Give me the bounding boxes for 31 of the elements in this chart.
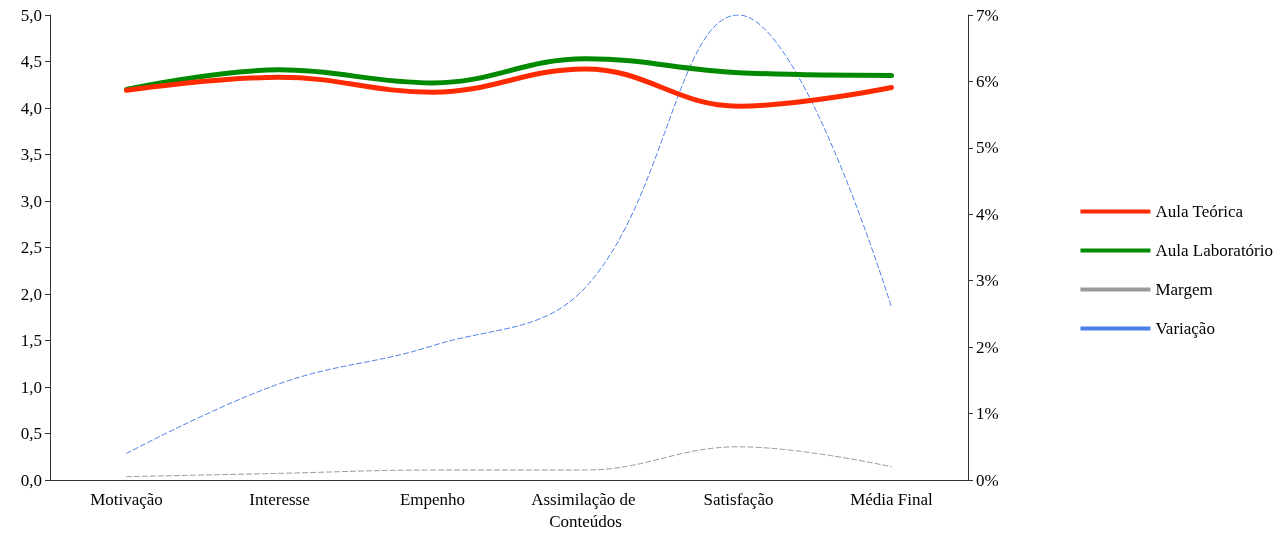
legend-label: Aula Laboratório	[1155, 241, 1274, 260]
y2-tick-label: 2%	[976, 337, 999, 357]
legend-label: Variação	[1155, 319, 1215, 338]
legend-label: Margem	[1155, 280, 1213, 299]
y-tick-label: 0,5	[20, 424, 42, 443]
y2-tick-label: 0%	[976, 470, 999, 490]
x-tick-label: Média Final	[850, 489, 934, 509]
x-tick-label: Assimilação de Conteúdos	[531, 489, 640, 531]
y-tick-label: 3,0	[20, 191, 42, 211]
x-tick-label: Empenho	[399, 489, 466, 509]
y-tick-label: 3,5	[20, 145, 42, 164]
y-tick-label: 0,0	[20, 470, 42, 490]
x-tick-label: Satisfação	[703, 489, 774, 509]
y-tick-label: 2,5	[20, 238, 42, 257]
y2-tick-label: 4%	[976, 204, 999, 224]
y-tick-label: 2,0	[20, 284, 42, 304]
line-series	[126, 446, 892, 478]
y2-tick-label: 3%	[976, 271, 999, 291]
x-tick-label: Motivação	[90, 489, 163, 509]
y-tick-label: 4,5	[20, 52, 42, 71]
y-tick-label: 4,0	[20, 98, 42, 118]
y2-tick-label: 1%	[976, 404, 999, 424]
y-tick-label: 5,0	[20, 5, 42, 25]
y2-tick-label: 6%	[976, 71, 999, 91]
x-tick-label: Interesse	[249, 489, 310, 509]
legend-label: Aula Teórica	[1155, 202, 1244, 221]
line-series	[126, 14, 892, 454]
y2-tick-label: 5%	[976, 138, 999, 158]
y2-tick-label: 7%	[976, 5, 999, 25]
y-tick-label: 1,5	[20, 331, 42, 350]
y-tick-label: 1,0	[20, 377, 42, 397]
